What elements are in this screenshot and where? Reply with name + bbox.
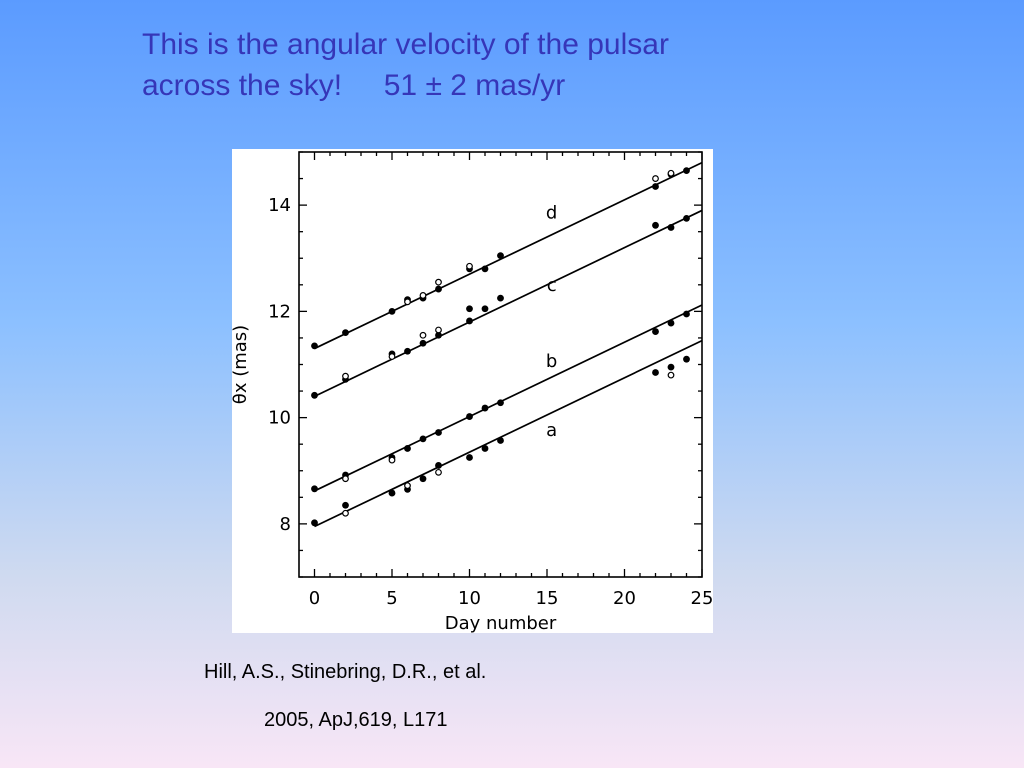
point-filled-b	[404, 445, 411, 452]
point-filled-a	[342, 501, 349, 509]
point-filled-a	[497, 437, 504, 444]
point-filled-b	[311, 485, 318, 493]
point-filled-c	[311, 391, 318, 399]
title-line-1: This is the angular velocity of the puls…	[142, 28, 669, 61]
chart-figure: 0 5 10 15 20 25 8 10 12 14 Day number θx (mas) a b c d	[232, 149, 713, 633]
point-open-c	[342, 372, 349, 380]
point-filled-c	[404, 347, 411, 355]
line-label-b: b	[546, 351, 557, 372]
point-open-d	[404, 298, 411, 306]
line-labels: a b c d	[546, 202, 557, 441]
point-filled-b	[481, 404, 489, 412]
point-filled-d	[497, 252, 504, 259]
x-tick-label: 5	[386, 588, 397, 609]
point-open-c	[419, 331, 427, 339]
y-tick-label: 8	[280, 514, 291, 535]
line-label-c: c	[547, 275, 557, 296]
point-filled-d	[683, 167, 690, 174]
point-open-d	[667, 169, 675, 177]
point-open-d	[435, 278, 442, 286]
data-points	[311, 167, 690, 527]
point-open-a	[667, 371, 675, 379]
point-filled-b	[667, 319, 675, 327]
point-filled-c	[435, 331, 442, 339]
point-filled-b	[652, 328, 659, 335]
scatter-chart: 0 5 10 15 20 25 8 10 12 14 Day number θx (mas) a b c d	[232, 151, 713, 633]
fit-line-a	[314, 339, 703, 528]
point-filled-b	[497, 399, 504, 407]
point-open-a	[342, 509, 349, 517]
point-filled-a	[311, 519, 318, 527]
point-filled-a	[466, 454, 473, 461]
point-filled-a	[683, 355, 690, 363]
x-axis-label: Day number	[445, 613, 557, 633]
point-open-a	[404, 482, 411, 490]
point-filled-d	[481, 265, 489, 273]
point-filled-d	[652, 183, 659, 190]
point-filled-c	[652, 221, 659, 229]
line-label-d: d	[546, 202, 557, 223]
point-filled-c	[481, 305, 489, 313]
point-open-d	[419, 292, 427, 299]
fit-line-d	[314, 161, 703, 350]
point-filled-a	[388, 489, 396, 497]
point-filled-c	[466, 305, 473, 313]
citation-reference: 2005, ApJ,619, L171	[264, 709, 448, 731]
point-filled-b	[435, 429, 442, 436]
point-filled-c	[667, 224, 675, 231]
point-filled-a	[435, 462, 442, 469]
x-tick-label: 10	[458, 588, 481, 609]
fit-line-c	[314, 209, 703, 398]
point-filled-b	[419, 435, 427, 443]
point-filled-b	[683, 310, 690, 318]
point-filled-b	[466, 413, 473, 420]
point-filled-a	[667, 363, 675, 371]
y-tick-label: 10	[268, 408, 291, 429]
title-line-2: across the sky! 51 ± 2 mas/yr	[142, 69, 566, 102]
point-filled-a	[652, 369, 659, 376]
point-open-c	[435, 326, 442, 334]
point-open-b	[388, 456, 396, 464]
y-axis-label: θx (mas)	[232, 325, 251, 404]
y-tick-label: 14	[268, 195, 291, 216]
point-filled-d	[311, 342, 318, 350]
point-filled-d	[388, 307, 396, 315]
point-open-b	[342, 475, 349, 483]
x-tick-label: 15	[536, 588, 559, 609]
citation-authors: Hill, A.S., Stinebring, D.R., et al.	[204, 661, 487, 683]
line-label-a: a	[546, 420, 557, 441]
point-filled-d	[342, 329, 349, 337]
point-filled-c	[466, 317, 473, 325]
plot-frame	[298, 151, 703, 578]
axes-layer: 0 5 10 15 20 25 8 10 12 14 Day number θx (mas)	[232, 151, 713, 633]
point-open-d	[466, 262, 473, 270]
x-tick-label: 20	[613, 588, 636, 609]
fit-line-b	[314, 304, 703, 492]
y-tick-label: 12	[268, 301, 291, 322]
point-filled-c	[419, 339, 427, 347]
point-open-d	[652, 175, 659, 182]
point-filled-c	[683, 215, 690, 222]
fit-lines	[314, 161, 703, 528]
x-tick-label: 25	[691, 588, 713, 609]
slide-title: This is the angular velocity of the puls…	[142, 24, 902, 106]
point-open-a	[435, 468, 442, 476]
x-tick-label: 0	[309, 588, 320, 609]
point-filled-a	[481, 445, 489, 452]
point-filled-a	[419, 475, 427, 483]
point-filled-c	[497, 294, 504, 302]
point-filled-d	[435, 285, 442, 293]
point-open-c	[388, 353, 396, 360]
